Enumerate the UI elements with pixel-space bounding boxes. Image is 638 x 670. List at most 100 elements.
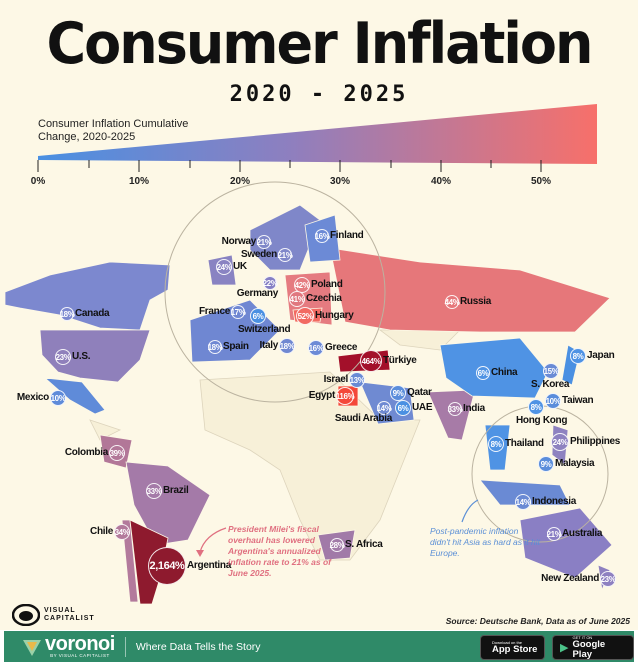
value-badge-canada: 18% <box>60 307 75 321</box>
legend-tick-label: 0% <box>30 176 46 187</box>
country-russia <box>329 247 611 333</box>
value-badge-hungary: 52% <box>296 307 314 325</box>
country-us <box>39 329 151 383</box>
country-label-new-zealand: New Zealand <box>541 573 599 584</box>
value-badge-india: 33% <box>448 402 463 416</box>
arrowhead <box>196 550 204 557</box>
world-map <box>4 104 613 605</box>
value-badge-chile: 34% <box>114 524 130 540</box>
value-badge-australia: 21% <box>547 527 562 541</box>
value-badge-qatar: 9% <box>390 385 406 401</box>
legend-tick-label: 20% <box>229 176 251 187</box>
value-badge-malaysia: 9% <box>538 456 554 472</box>
value-badge-switzerland: 6% <box>250 308 266 324</box>
country-label-czechia: Czechia <box>306 293 342 304</box>
country-label-australia: Australia <box>562 528 603 539</box>
country-label-sweden: Sweden <box>241 249 277 260</box>
country-label-italy: Italy <box>259 340 278 351</box>
value-badge-italy: 18% <box>279 338 295 354</box>
country-indonesia <box>479 479 571 506</box>
argentina-note-arrow <box>199 527 227 553</box>
countries <box>4 204 613 605</box>
value-badge-russia: 44% <box>445 295 460 309</box>
legend-title: Consumer Inflation Cumulative Change, 20… <box>38 118 189 143</box>
value-badge-spain: 18% <box>208 340 223 354</box>
country-label-china: China <box>491 367 518 378</box>
value-badge-greece: 16% <box>308 340 324 356</box>
country-label-france: France <box>199 306 230 317</box>
google-play-label: Google Play <box>572 639 606 660</box>
value-badge-france: 17% <box>231 305 246 319</box>
country-label-egypt: Egypt <box>308 390 336 401</box>
country-label-germany: Germany <box>236 288 279 299</box>
voronoi-subtext: BY VISUAL CAPITALIST <box>50 653 110 658</box>
country-label-hungary: Hungary <box>315 310 354 321</box>
legend-tick-label: 10% <box>128 176 150 187</box>
app-store-label: App Store <box>492 644 538 655</box>
country-label-saudi-arabia: Saudi Arabia <box>334 413 392 424</box>
app-store-button[interactable]: Download on the App Store <box>480 635 546 660</box>
value-badge-uae: 6% <box>395 400 411 416</box>
visual-capitalist-logo: VISUAL CAPITALIST <box>12 604 104 626</box>
google-play-button[interactable]: ▶ GET IT ON Google Play <box>552 635 634 660</box>
value-badge-hong-kong: 8% <box>528 399 544 415</box>
value-badge-mexico: 10% <box>50 390 66 406</box>
country-label-japan: Japan <box>587 350 615 361</box>
country-australia <box>519 507 613 579</box>
value-badge-saudi-arabia: 14% <box>377 401 392 415</box>
country-label-brazil: Brazil <box>163 485 189 496</box>
asia-annotation: Post-pandemic inflation didn't hit Asia … <box>430 526 540 558</box>
value-badge-colombia: 39% <box>109 445 125 461</box>
value-badge-sweden: 21% <box>278 248 293 262</box>
country-label-russia: Russia <box>460 296 491 307</box>
country-label-indonesia: Indonesia <box>532 496 576 507</box>
value-badge-u-s-: 23% <box>55 349 71 365</box>
argentina-annotation: President Milei's fiscal overhaul has lo… <box>228 524 331 578</box>
country-label-colombia: Colombia <box>64 447 108 458</box>
country-label-hong-kong: Hong Kong <box>516 415 568 426</box>
value-badge-norway: 21% <box>257 235 272 249</box>
app-store-small: Download on the <box>492 640 523 645</box>
country-scandinavia <box>249 204 321 271</box>
country-label-finland: Finland <box>330 230 364 241</box>
country-label-argentina: Argentina <box>187 560 231 571</box>
country-label-thailand: Thailand <box>505 438 544 449</box>
value-badge-argentina: 2,164% <box>148 547 186 585</box>
value-badge-new-zealand: 23% <box>600 571 616 587</box>
voronoi-logo[interactable]: voronoi BY VISUAL CAPITALIST <box>22 633 115 658</box>
country-label-s-korea: S. Korea <box>531 379 570 390</box>
country-chile <box>121 519 139 603</box>
country-label-uk: UK <box>233 261 247 272</box>
europe-zoom-circle <box>164 181 386 403</box>
map-canvas: Consumer Inflation 2020 - 2025 Consumer … <box>0 0 638 630</box>
subtitle: 2020 - 2025 <box>229 82 409 107</box>
country-label-spain: Spain <box>223 341 249 352</box>
country-label-taiwan: Taiwan <box>562 395 594 406</box>
value-badge-egypt: 116% <box>336 387 355 405</box>
country-label-mexico: Mexico <box>16 392 49 403</box>
country-label-u-s-: U.S. <box>72 351 91 362</box>
legend-tick-label: 50% <box>530 176 552 187</box>
country-label-philippines: Philippines <box>570 436 621 447</box>
country-label-chile: Chile <box>90 526 113 537</box>
country-label-israel: Israel <box>323 374 349 385</box>
country-label-greece: Greece <box>325 342 358 353</box>
voronoi-wordmark: voronoi <box>45 633 115 655</box>
country-label-t-rkiye: Türkiye <box>383 355 417 366</box>
country-canada <box>4 261 171 331</box>
country-label-norway: Norway <box>221 236 257 247</box>
country-label-uae: UAE <box>412 402 433 413</box>
value-badge-s-africa: 28% <box>330 538 345 552</box>
value-badge-taiwan: 10% <box>545 393 561 409</box>
value-badge-s-korea: 15% <box>543 363 559 379</box>
value-badge-china: 6% <box>476 366 490 380</box>
value-badge-t-rkiye: 464% <box>360 350 382 372</box>
footer-divider <box>124 636 126 657</box>
country-label-india: India <box>463 403 485 414</box>
value-badge-philippines: 24% <box>551 433 569 451</box>
footer-bar: voronoi BY VISUAL CAPITALIST Where Data … <box>4 631 634 662</box>
legend-ticks <box>37 160 542 172</box>
country-brazil <box>125 461 211 546</box>
country-china <box>439 337 549 399</box>
